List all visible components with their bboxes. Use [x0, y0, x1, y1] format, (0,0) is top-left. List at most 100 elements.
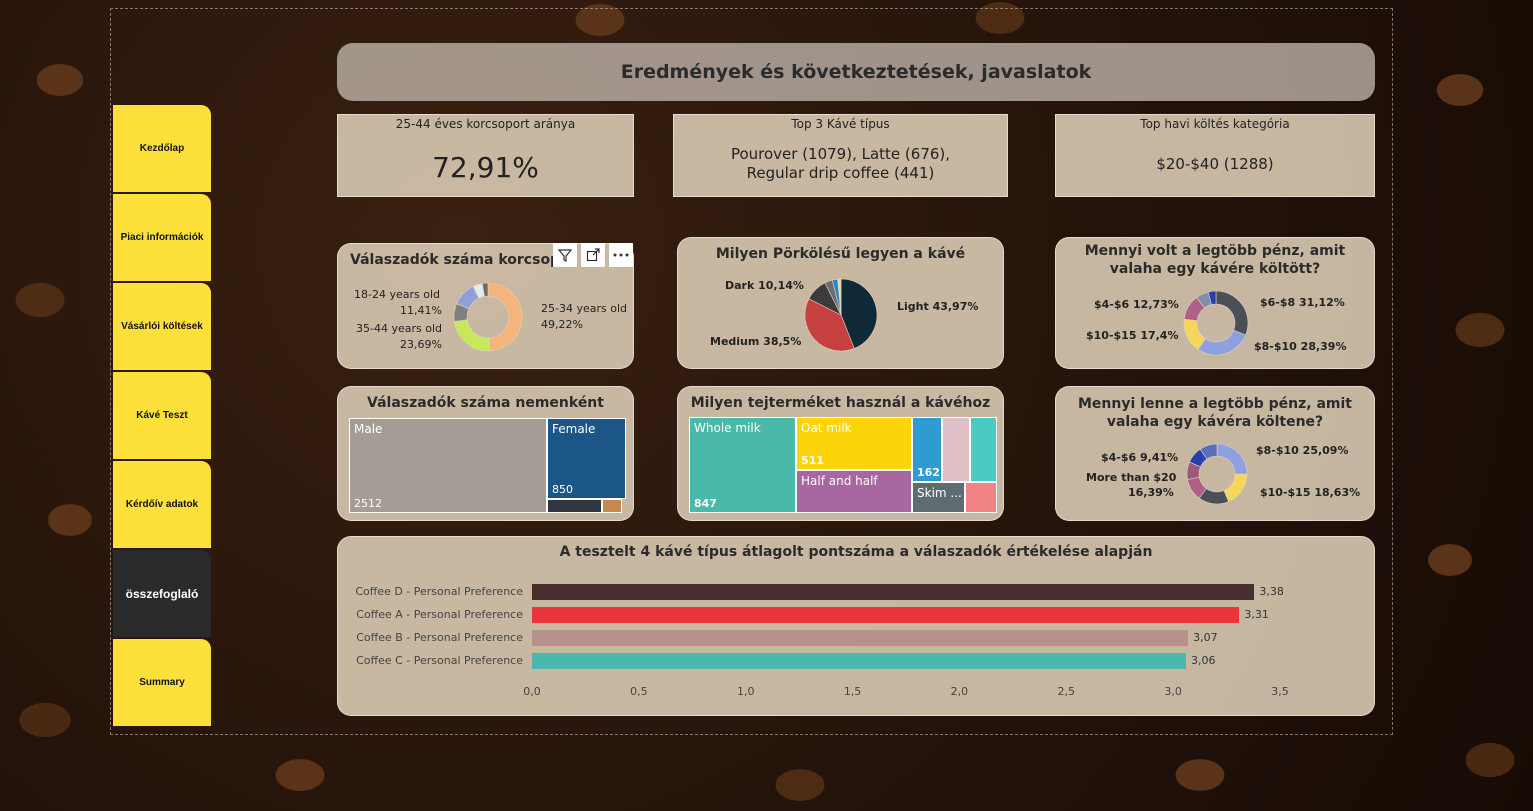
bar-category-label: Coffee C - Personal Preference: [356, 654, 523, 667]
dairy-whole-value: 847: [694, 497, 717, 510]
dairy-small-value: 162: [917, 466, 940, 479]
kpi-coffee-label: Top 3 Kávé típus: [791, 117, 890, 131]
dairy-skim-label: Skim ...: [917, 486, 962, 500]
gender-tile-female[interactable]: Female 850: [547, 418, 626, 499]
gender-tile-other2[interactable]: [602, 499, 622, 513]
would-spend-slice-6[interactable]: [1199, 443, 1218, 460]
age-label-25-34: 25-34 years old: [541, 302, 627, 315]
coffee-score-title: A tesztelt 4 kávé típus átlagolt pontszá…: [559, 544, 1153, 560]
kpi-spend-label: Top havi költés kategória: [1140, 117, 1290, 131]
max-spent-slice-1[interactable]: [1197, 329, 1247, 356]
dairy-tile-skim[interactable]: Skim ...: [912, 482, 965, 513]
roast-pie-slice-5[interactable]: [837, 278, 842, 316]
roast-pie-title: Milyen Pörkölésű legyen a kávé: [715, 246, 966, 262]
kpi-coffee-value: Pourover (1079), Latte (676), Regular dr…: [730, 145, 951, 182]
x-tick-label: 1,0: [736, 685, 755, 698]
focus-mode-icon[interactable]: [581, 243, 605, 267]
age-label-35-44: 35-44 years old: [356, 322, 442, 335]
x-tick-label: 3,0: [1164, 685, 1182, 698]
age-donut-slice-0[interactable]: [487, 282, 523, 352]
max-spent-label-10-15: $10-$15 17,4%: [1086, 329, 1179, 342]
max-spent-card[interactable]: Mennyi volt a legtöbb pénz, amit valaha …: [1055, 237, 1375, 369]
bar-coffee-3[interactable]: [532, 653, 1186, 669]
report-canvas-border: [110, 8, 1393, 735]
kpi-card-age-share[interactable]: 25-44 éves korcsoport aránya 72,91%: [337, 114, 634, 197]
gender-tile-other[interactable]: [547, 499, 602, 513]
filter-icon[interactable]: [553, 243, 577, 267]
bar-coffee-0[interactable]: [532, 584, 1255, 600]
roast-label-light: Light 43,97%: [897, 300, 979, 313]
dairy-half-label: Half and half: [801, 474, 878, 488]
x-tick-label: 1,5: [843, 685, 862, 698]
dairy-oat-label: Oat milk: [801, 421, 852, 435]
bar-category-label: Coffee A - Personal Preference: [356, 608, 523, 621]
age-donut-chart: [453, 282, 523, 352]
would-spend-slice-1[interactable]: [1223, 473, 1248, 503]
bar-value-label: 3,07: [1193, 631, 1218, 644]
dairy-treemap-card[interactable]: Milyen tejterméket használ a kávéhoz Who…: [677, 386, 1004, 521]
roast-pie-chart: [804, 278, 878, 352]
bar-category-label: Coffee B - Personal Preference: [356, 631, 523, 644]
coffee-score-bar-card[interactable]: A tesztelt 4 kávé típus átlagolt pontszá…: [337, 536, 1375, 716]
dairy-title: Milyen tejterméket használ a kávéhoz: [690, 395, 991, 411]
gender-tile-male[interactable]: Male 2512: [349, 418, 547, 513]
nav-kave-teszt[interactable]: Kávé Teszt: [113, 372, 211, 459]
dairy-tile-other-b[interactable]: [942, 417, 970, 482]
roast-pie-slice-0[interactable]: [840, 278, 878, 349]
dairy-tile-other-a[interactable]: 162: [912, 417, 942, 482]
gender-male-label: Male: [354, 422, 383, 436]
age-label-18-24: 18-24 years old: [354, 288, 440, 301]
max-spent-label-6-8: $6-$8 31,12%: [1260, 296, 1345, 309]
max-spent-title: Mennyi volt a legtöbb pénz, amit valaha …: [1084, 243, 1346, 277]
roast-pie-card[interactable]: Milyen Pörkölésű legyen a kávé Dark 10,1…: [677, 237, 1004, 369]
would-spend-slice-0[interactable]: [1216, 443, 1248, 475]
kpi-spend-value: $20-$40 (1288): [1156, 155, 1274, 173]
would-spend-title: Mennyi lenne a legtöbb pénz, amit valaha…: [1078, 396, 1352, 430]
x-tick-label: 2,5: [1057, 685, 1076, 698]
kpi-age-value: 72,91%: [432, 151, 539, 184]
roast-label-medium: Medium 38,5%: [710, 335, 802, 348]
max-spent-slice-0[interactable]: [1215, 290, 1249, 336]
max-spent-slice-5[interactable]: [1207, 290, 1217, 305]
nav-vasarloi-koltesek[interactable]: Vásárlói költések: [113, 283, 211, 370]
age-donut-slice-5[interactable]: [481, 282, 489, 297]
nav-summary[interactable]: Summary: [113, 639, 211, 726]
x-tick-label: 3,5: [1271, 685, 1289, 698]
age-donut-slice-1[interactable]: [453, 319, 490, 352]
nav-piaci-informaciok[interactable]: Piaci információk: [113, 194, 211, 281]
dairy-tile-oat-milk[interactable]: Oat milk 511: [796, 417, 912, 470]
max-spent-donut: [1183, 290, 1249, 356]
would-spend-card[interactable]: Mennyi lenne a legtöbb pénz, amit valaha…: [1055, 386, 1375, 521]
gender-female-value: 850: [552, 483, 573, 496]
nav-osszefoglalo[interactable]: összefoglaló: [113, 550, 211, 637]
bar-coffee-2[interactable]: [532, 630, 1189, 646]
kpi-age-label: 25-44 éves korcsoport aránya: [395, 117, 576, 131]
age-pct-35-44: 23,69%: [400, 338, 442, 351]
kpi-card-top-spend[interactable]: Top havi költés kategória $20-$40 (1288): [1055, 114, 1375, 197]
x-tick-label: 2,0: [950, 685, 969, 698]
x-tick-label: 0,0: [523, 685, 541, 698]
dairy-tile-other-c[interactable]: [970, 417, 997, 482]
kpi-card-top-coffee[interactable]: Top 3 Kávé típus Pourover (1079), Latte …: [673, 114, 1008, 197]
nav-kezdolap[interactable]: Kezdőlap: [113, 105, 211, 192]
nav-kerdoiv-adatok[interactable]: Kérdőív adatok: [113, 461, 211, 548]
more-options-icon[interactable]: [609, 243, 633, 267]
would-spend-pct-20plus: 16,39%: [1128, 486, 1174, 499]
would-spend-label-8-10: $8-$10 25,09%: [1256, 444, 1349, 457]
age-pct-18-24: 11,41%: [400, 304, 442, 317]
dairy-tile-whole-milk[interactable]: Whole milk 847: [689, 417, 796, 513]
would-spend-label-4-6: $4-$6 9,41%: [1101, 451, 1179, 464]
bar-coffee-1[interactable]: [532, 607, 1240, 623]
would-spend-label-10-15: $10-$15 18,63%: [1260, 486, 1361, 499]
dairy-oat-value: 511: [801, 454, 824, 467]
age-donut-card[interactable]: Válaszadók száma korcsoport szerint 18-2…: [337, 243, 634, 369]
gender-treemap-card[interactable]: Válaszadók száma nemenként Male 2512 Fem…: [337, 386, 634, 521]
dairy-tile-other-d[interactable]: [965, 482, 997, 513]
dairy-tile-half-and-half[interactable]: Half and half: [796, 470, 912, 513]
dairy-whole-label: Whole milk: [694, 421, 761, 435]
gender-title: Válaszadók száma nemenként: [367, 395, 604, 411]
max-spent-label-4-6: $4-$6 12,73%: [1094, 298, 1179, 311]
bar-value-label: 3,31: [1244, 608, 1269, 621]
would-spend-label-20plus: More than $20: [1086, 471, 1177, 484]
roast-pie-slice-1[interactable]: [804, 298, 855, 352]
